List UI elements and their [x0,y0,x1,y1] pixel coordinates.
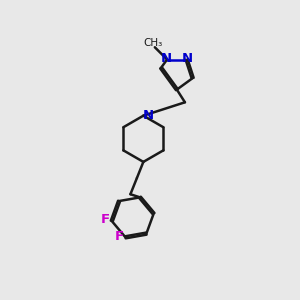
Text: F: F [114,230,124,243]
Text: N: N [182,52,193,65]
Text: CH₃: CH₃ [143,38,163,48]
Text: N: N [160,52,172,65]
Text: N: N [143,109,154,122]
Text: F: F [101,213,110,226]
